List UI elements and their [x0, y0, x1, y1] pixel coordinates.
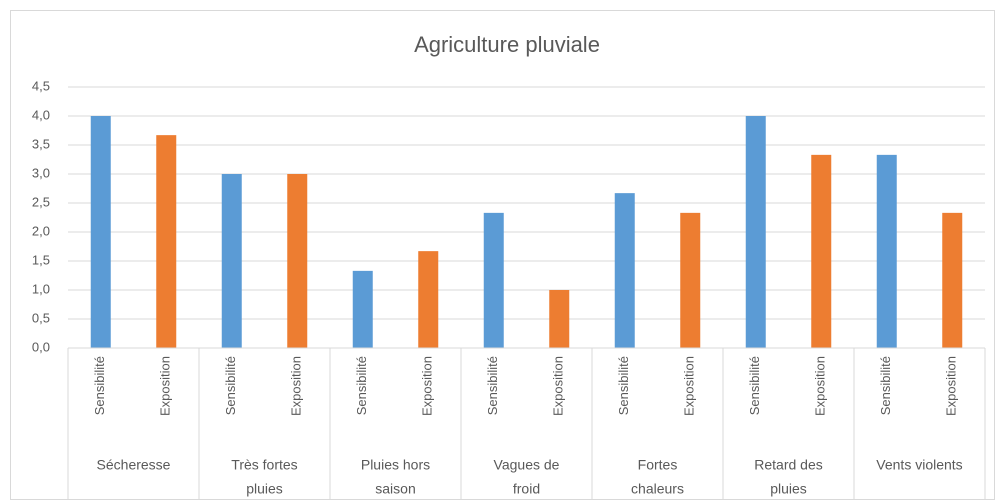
bar — [352, 270, 373, 348]
bar — [745, 116, 766, 348]
bar — [942, 212, 963, 348]
bar — [811, 154, 832, 348]
category-label: Fortes — [638, 457, 678, 473]
bar — [680, 212, 701, 348]
y-tick-label: 4,5 — [32, 78, 50, 93]
y-tick-label: 0,0 — [32, 339, 50, 354]
category-label: Sécheresse — [97, 457, 171, 473]
sub-category-label: Sensibilité — [354, 356, 369, 415]
y-tick-label: 2,5 — [32, 194, 50, 209]
category-label: saison — [375, 481, 415, 497]
category-label: chaleurs — [631, 481, 684, 497]
y-tick-label: 1,5 — [32, 252, 50, 267]
bar — [418, 251, 439, 348]
bar — [549, 290, 570, 348]
sub-category-label: Exposition — [158, 356, 173, 416]
category-label: Pluies hors — [361, 457, 430, 473]
chart-title: Agriculture pluviale — [414, 32, 600, 57]
sub-category-label: Exposition — [551, 356, 566, 416]
sub-category-label: Sensibilité — [747, 356, 762, 415]
category-label: Vents violents — [876, 457, 962, 473]
category-label: pluies — [770, 481, 807, 497]
bar — [156, 135, 177, 348]
y-tick-label: 4,0 — [32, 107, 50, 122]
sub-category-label: Exposition — [289, 356, 304, 416]
category-label: Vagues de — [494, 457, 560, 473]
sub-category-label: Exposition — [944, 356, 959, 416]
sub-category-label: Exposition — [682, 356, 697, 416]
bar — [90, 116, 111, 348]
sub-category-label: Sensibilité — [92, 356, 107, 415]
bar — [287, 174, 308, 348]
y-tick-label: 0,5 — [32, 310, 50, 325]
sub-category-label: Sensibilité — [223, 356, 238, 415]
sub-category-label: Exposition — [813, 356, 828, 416]
bar — [483, 212, 504, 348]
sub-category-label: Sensibilité — [616, 356, 631, 415]
y-tick-label: 2,0 — [32, 223, 50, 238]
y-tick-label: 3,5 — [32, 136, 50, 151]
bar — [876, 154, 897, 348]
y-tick-label: 1,0 — [32, 281, 50, 296]
y-tick-label: 3,0 — [32, 165, 50, 180]
category-label: Très fortes — [231, 457, 297, 473]
bar — [614, 193, 635, 348]
sub-category-label: Exposition — [420, 356, 435, 416]
category-label: Retard des — [754, 457, 822, 473]
sub-category-label: Sensibilité — [878, 356, 893, 415]
bar — [221, 174, 242, 348]
category-label: froid — [513, 481, 540, 497]
category-label: pluies — [246, 481, 283, 497]
sub-category-label: Sensibilité — [485, 356, 500, 415]
